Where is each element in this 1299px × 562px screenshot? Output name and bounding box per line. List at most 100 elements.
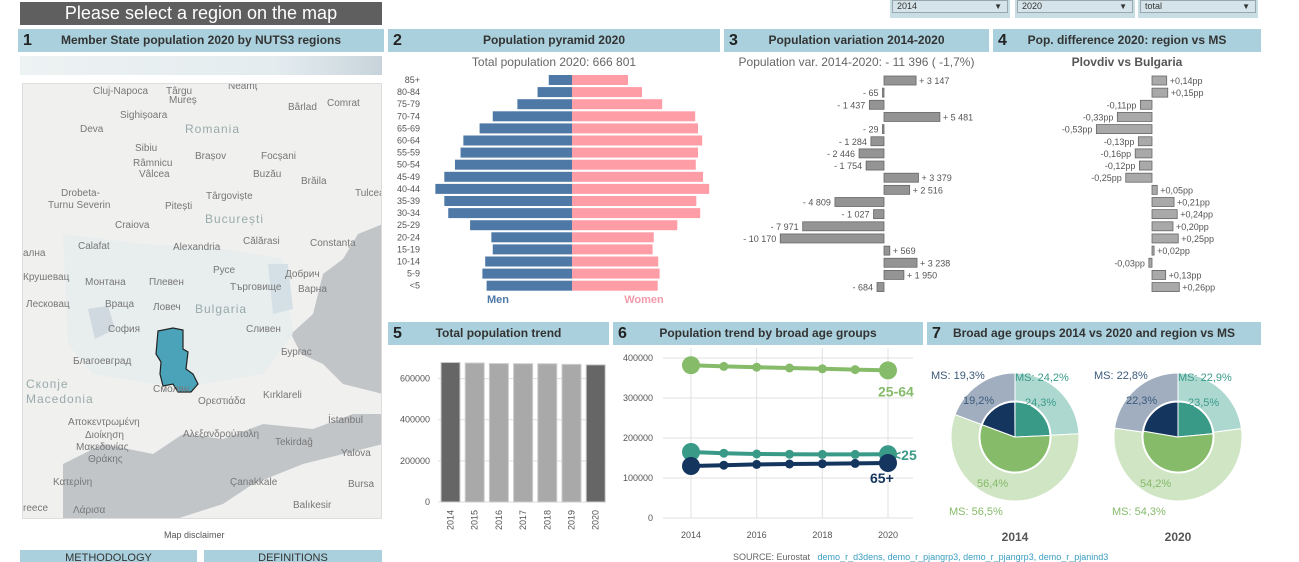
men-bar (448, 208, 572, 219)
bar-value-label: -0,13pp (1104, 137, 1135, 147)
age-group-label: 5-9 (407, 269, 420, 279)
bar-value-label: + 569 (893, 246, 916, 256)
bar-value-label: - 1 027 (841, 210, 869, 220)
series-point (719, 460, 729, 470)
x-tick-label: 2019 (567, 510, 577, 530)
map-place-label: Romania (185, 122, 241, 136)
variation-bar (1151, 282, 1180, 292)
map-place-label: Смолян (153, 384, 190, 395)
map-place-label: Deva (80, 124, 104, 135)
map-svg (63, 224, 381, 518)
women-bar (572, 99, 663, 110)
plovdiv-region[interactable] (155, 327, 199, 393)
men-bar (492, 244, 572, 255)
start-year-select[interactable]: 2014 ▼ (892, 0, 1008, 13)
age-group-label: 30-34 (397, 208, 420, 218)
map-place-label: Крушевац (23, 272, 70, 283)
bar-value-label: - 7 971 (771, 222, 799, 232)
end-year-select[interactable]: 2020 ▼ (1017, 0, 1133, 13)
source-label: SOURCE: Eurostat (733, 552, 811, 562)
year-bar (561, 363, 582, 503)
panel-title: Population pyramid 2020 (482, 33, 626, 47)
map-disclaimer-link[interactable]: Map disclaimer (164, 530, 225, 540)
map-place-label: Tulcea (355, 188, 382, 199)
sex-select[interactable]: total ▼ (1140, 0, 1256, 13)
map-place-label: Târgoviște (206, 191, 253, 202)
map-place-label: Bârlad (288, 102, 317, 113)
variation-bar (870, 136, 885, 147)
map-place-label: Comrat (327, 98, 360, 109)
definitions-button[interactable]: DEFINITIONS (204, 550, 382, 562)
ms-mid-slice (1113, 427, 1243, 502)
bar-value-label: -0,33pp (1083, 112, 1114, 122)
x-tick-label: 2015 (470, 510, 480, 530)
region-map[interactable]: Cluj-Napoca Târgu Mureș Neamț Bârlad Comrat Si… (22, 83, 382, 519)
map-place-label: Focșani (261, 151, 297, 162)
series-point (719, 448, 729, 458)
variation-bar (882, 87, 885, 98)
panel-7-header: 7 Broad age groups 2014 vs 2020 and regio… (927, 322, 1261, 345)
variation-bar (865, 160, 885, 171)
map-place-label: Плевен (149, 277, 184, 288)
women-bar (572, 135, 703, 146)
source-links[interactable]: demo_r_d3dens, demo_r_pjangrp3, demo_r_p… (817, 552, 1109, 562)
end-year-value: 2020 (1022, 1, 1043, 11)
panel-4-header: 4 Pop. difference 2020: region vs MS (993, 29, 1261, 52)
ms-old-label: MS: 19,3% (931, 370, 985, 382)
age-group-label: 25-29 (397, 220, 420, 230)
methodology-button[interactable]: METHODOLOGY (20, 550, 197, 562)
men-bar (435, 183, 572, 194)
age-group-trend-chart: 0 100000 200000 300000 400000 2014 2016 2018 202… (623, 348, 917, 540)
map-place-label: Bulgaria (195, 302, 248, 316)
map-place-label: Vâlcea (139, 169, 170, 180)
select-region-banner: Please select a region on the map (20, 2, 382, 25)
series-point (682, 356, 700, 375)
x-tick-label: 2020 (878, 530, 898, 540)
women-bar (572, 171, 704, 182)
series-point (879, 454, 897, 472)
variation-bar (1151, 233, 1179, 244)
variation-bar (1151, 197, 1175, 207)
variation-bar (883, 112, 941, 122)
variation-bar (1151, 221, 1174, 232)
variation-bar (858, 148, 885, 159)
women-bar (572, 208, 701, 219)
series-point (850, 458, 860, 468)
chevron-down-icon: ▼ (994, 2, 1002, 11)
donut-year-label: 2014 (1002, 530, 1029, 544)
bar-value-label: - 1 437 (837, 100, 865, 110)
bar-value-label: - 1 284 (839, 137, 867, 147)
bar-value-label: -0,12pp (1105, 161, 1136, 171)
map-place-label: Sighișoara (120, 110, 168, 121)
bar-value-label: +0,25pp (1181, 234, 1214, 244)
panel-number: 2 (393, 32, 402, 49)
region-mid-slice (1142, 430, 1214, 473)
region-mid-label: 56,4% (977, 478, 1008, 490)
sex-select-wrap: total ▼ (1138, 0, 1258, 18)
series-end-label: 65+ (870, 470, 894, 486)
map-place-label: Balıkesir (293, 500, 332, 511)
series-point (752, 449, 762, 459)
series-point (785, 449, 794, 459)
map-place-label: Добрич (285, 269, 320, 280)
chevron-down-icon: ▼ (1119, 2, 1127, 11)
map-place-label: Bursa (348, 479, 375, 490)
bar-value-label: -0,16pp (1101, 149, 1132, 159)
men-bar (537, 87, 572, 98)
series-point (682, 457, 700, 475)
map-place-label: Pitești (165, 201, 193, 212)
x-tick-label: 2018 (812, 530, 832, 540)
variation-bar (883, 257, 918, 268)
series-point (817, 364, 827, 374)
region-young-slice (1014, 401, 1051, 438)
map-place-label: Yalova (341, 448, 371, 459)
series-point (719, 361, 729, 371)
region-mid-label: 54,2% (1140, 478, 1171, 490)
map-place-label: Neamț (228, 83, 258, 92)
panel-number: 3 (729, 32, 738, 49)
map-place-label: Враца (105, 299, 135, 310)
map-place-label: Русе (213, 265, 236, 276)
panel-number: 1 (23, 32, 32, 49)
variation-bar (1140, 99, 1153, 110)
y-tick-label: 100000 (623, 473, 653, 483)
